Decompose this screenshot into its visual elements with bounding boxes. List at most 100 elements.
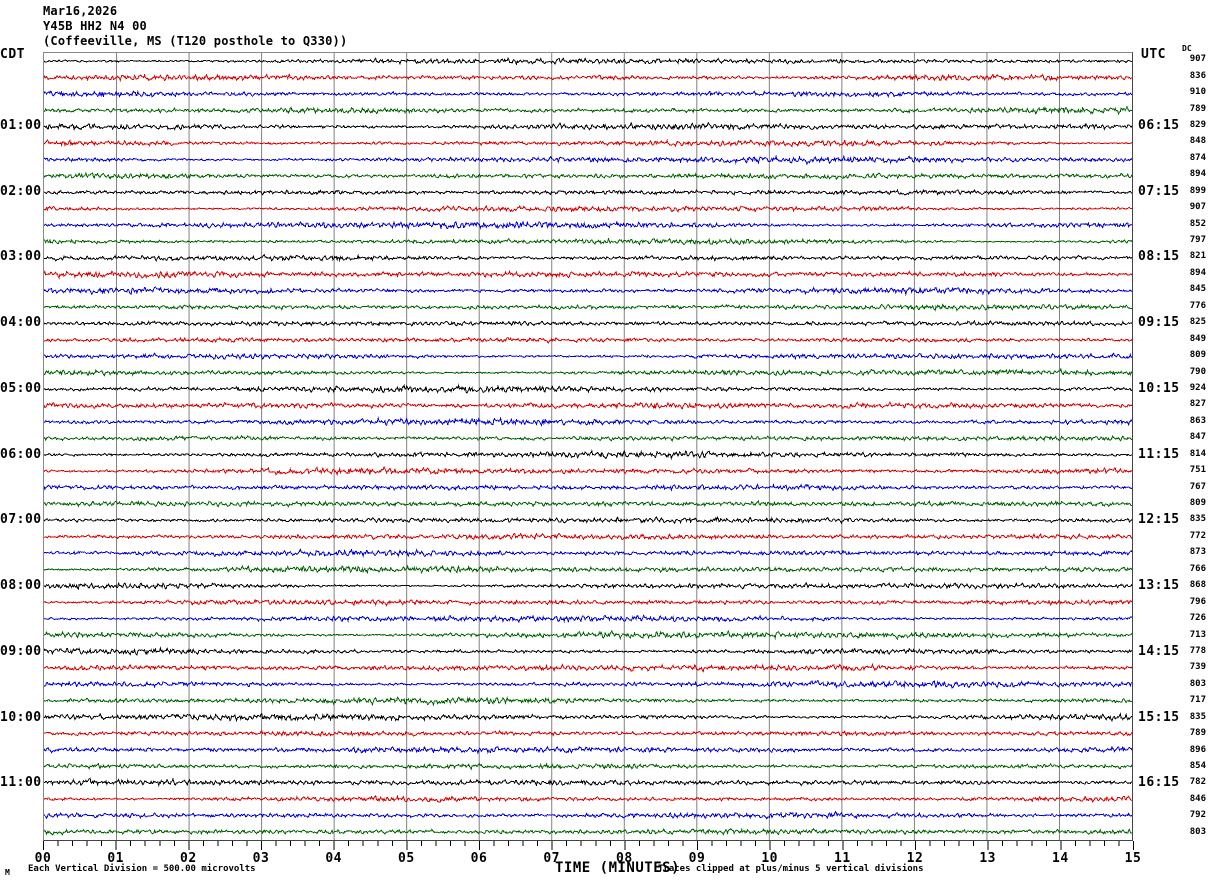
- dc-value: 796: [1189, 596, 1206, 607]
- dc-value: 803: [1189, 678, 1206, 689]
- trace-row-27: [44, 499, 1132, 508]
- x-tick-label: 13: [979, 851, 996, 866]
- dc-value: 845: [1189, 284, 1206, 295]
- cdt-time-label: 05:00: [0, 380, 42, 396]
- trace-row-11: [44, 237, 1132, 246]
- trace-row-2: [44, 90, 1132, 99]
- dc-value: 873: [1189, 547, 1206, 558]
- trace-row-44: [44, 777, 1132, 788]
- x-tick-label: 09: [688, 851, 706, 866]
- dc-value: 852: [1189, 218, 1206, 229]
- right-axis-label: UTC: [1141, 47, 1166, 62]
- trace-row-43: [44, 762, 1132, 771]
- trace-row-9: [44, 205, 1132, 213]
- cdt-time-label: 02:00: [0, 183, 42, 199]
- utc-time-label: 14:15: [1138, 643, 1180, 659]
- dc-value: 848: [1189, 136, 1206, 147]
- dc-value: 896: [1189, 744, 1206, 755]
- x-tick-label: 08: [616, 851, 633, 866]
- trace-row-21: [44, 401, 1132, 410]
- dc-value: 772: [1189, 530, 1206, 541]
- dc-value: 789: [1189, 103, 1206, 114]
- dc-value: 790: [1189, 366, 1206, 377]
- trace-row-19: [44, 367, 1132, 377]
- cdt-time-label: 03:00: [0, 249, 42, 265]
- cdt-time-label: 01:00: [0, 117, 42, 133]
- trace-row-40: [44, 712, 1132, 722]
- trace-row-15: [44, 303, 1132, 312]
- utc-time-label: 12:15: [1138, 512, 1180, 528]
- dc-value: 792: [1189, 810, 1206, 821]
- x-tick-label: 12: [906, 851, 924, 866]
- x-tick-label: 01: [107, 851, 124, 866]
- trace-row-28: [44, 515, 1132, 525]
- x-tick-label: 11: [834, 851, 851, 866]
- dc-value: 809: [1189, 498, 1206, 509]
- x-tick-label: 04: [325, 851, 342, 866]
- trace-row-8: [44, 188, 1132, 196]
- utc-time-label: 11:15: [1138, 446, 1180, 462]
- dc-value: 713: [1189, 629, 1206, 640]
- dc-value: 854: [1189, 761, 1206, 772]
- trace-row-38: [44, 679, 1132, 689]
- x-tick-label: 15: [1124, 851, 1142, 866]
- scale-note: Each Vertical Division = 500.00 microvol…: [28, 864, 256, 874]
- dc-value: 767: [1189, 481, 1206, 492]
- utc-time-label: 06:15: [1138, 117, 1180, 133]
- dc-value: 766: [1189, 563, 1206, 574]
- dc-value: 835: [1189, 514, 1206, 525]
- footer-tick-mark: M: [5, 868, 10, 877]
- dc-value: 814: [1189, 448, 1206, 459]
- cdt-time-label: 06:00: [0, 446, 42, 462]
- header-date: Mar16,2026: [43, 4, 118, 18]
- helicorder-plot[interactable]: [43, 52, 1133, 841]
- trace-row-18: [44, 352, 1132, 361]
- trace-row-41: [44, 729, 1132, 738]
- trace-row-34: [44, 614, 1132, 624]
- cdt-time-label: 07:00: [0, 512, 42, 528]
- dc-value: 924: [1189, 382, 1206, 393]
- x-tick-label: 05: [398, 851, 415, 866]
- dc-value: 809: [1189, 350, 1206, 361]
- utc-time-label: 09:15: [1138, 315, 1180, 331]
- dc-value: 717: [1189, 695, 1206, 706]
- gridlines: [116, 53, 1060, 840]
- trace-row-39: [44, 696, 1132, 707]
- cdt-time-label: 11:00: [0, 775, 42, 791]
- trace-row-5: [44, 139, 1132, 148]
- dc-value: 778: [1189, 645, 1206, 656]
- x-axis-ticks: [43, 841, 1134, 850]
- trace-row-47: [44, 827, 1132, 836]
- header-station: Y45B HH2 N4 00: [43, 19, 147, 33]
- dc-value: 868: [1189, 580, 1206, 591]
- dc-value: 789: [1189, 728, 1206, 739]
- trace-row-45: [44, 794, 1132, 804]
- seismic-traces: [44, 56, 1132, 836]
- dc-value: 726: [1189, 613, 1206, 624]
- dc-value: 835: [1189, 711, 1206, 722]
- dc-value: 907: [1189, 202, 1206, 213]
- trace-row-3: [44, 105, 1132, 116]
- dc-value: 782: [1189, 777, 1206, 788]
- dc-value: 899: [1189, 185, 1206, 196]
- trace-row-35: [44, 629, 1132, 641]
- x-tick-label: 02: [180, 851, 197, 866]
- cdt-time-label: 10:00: [0, 709, 42, 725]
- dc-value: 894: [1189, 267, 1206, 278]
- x-tick-label: 10: [761, 851, 778, 866]
- trace-row-14: [44, 286, 1132, 297]
- x-tick-label: 07: [543, 851, 560, 866]
- utc-time-label: 07:15: [1138, 183, 1180, 199]
- trace-row-13: [44, 270, 1132, 280]
- dc-value: 739: [1189, 662, 1206, 673]
- utc-time-label: 13:15: [1138, 578, 1180, 594]
- dc-value: 910: [1189, 87, 1206, 98]
- trace-row-6: [44, 154, 1132, 166]
- trace-row-4: [44, 121, 1132, 132]
- trace-row-20: [44, 383, 1132, 395]
- trace-row-30: [44, 548, 1132, 558]
- dc-value: 821: [1189, 251, 1206, 262]
- dc-column-header: DC: [1182, 44, 1192, 53]
- dc-value: 751: [1189, 465, 1206, 476]
- trace-row-25: [44, 465, 1132, 476]
